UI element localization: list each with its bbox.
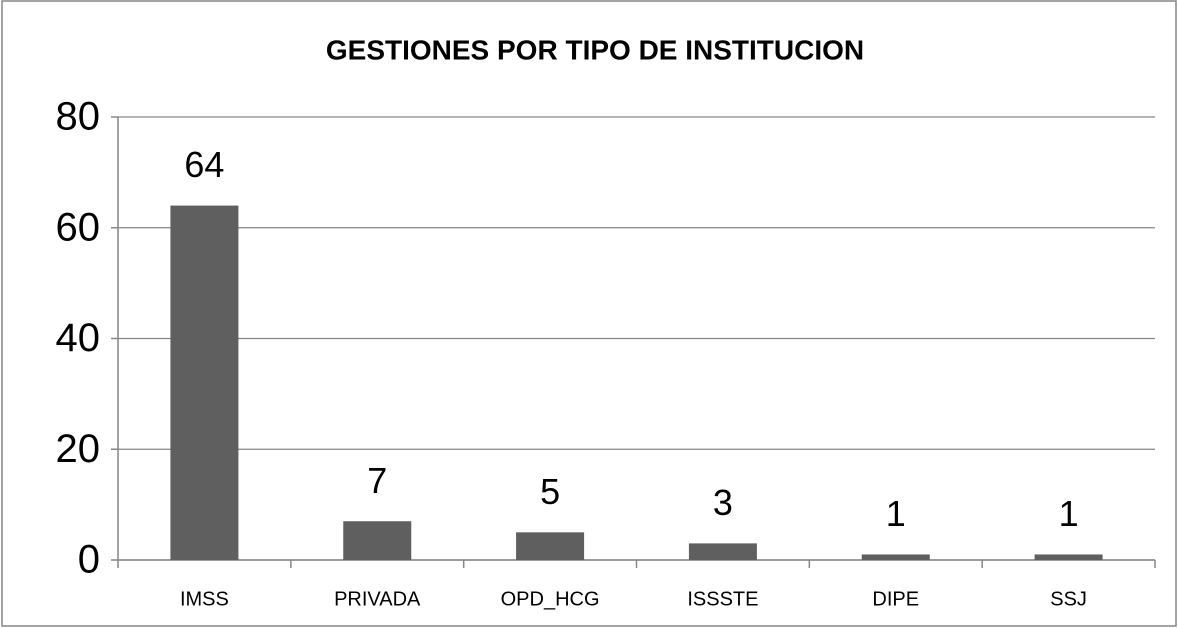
bar xyxy=(861,554,930,560)
data-label: 1 xyxy=(1059,493,1079,534)
data-label: 7 xyxy=(367,460,387,501)
data-label: 1 xyxy=(886,493,906,534)
bar xyxy=(343,521,412,560)
x-tick-label: PRIVADA xyxy=(334,588,421,610)
y-tick-label: 80 xyxy=(56,95,101,139)
bar xyxy=(688,543,757,560)
bar xyxy=(170,205,239,560)
data-label: 5 xyxy=(540,471,560,512)
y-tick-label: 40 xyxy=(56,316,101,360)
bar xyxy=(1034,554,1103,560)
y-tick-label: 0 xyxy=(78,538,100,582)
y-tick-label: 20 xyxy=(56,427,101,471)
x-tick-label: DIPE xyxy=(872,588,919,610)
x-tick-label: IMSS xyxy=(180,588,229,610)
x-tick-label: ISSSTE xyxy=(687,588,758,610)
y-tick-label: 60 xyxy=(56,205,101,249)
chart-title: GESTIONES POR TIPO DE INSTITUCION xyxy=(326,34,864,65)
data-label: 64 xyxy=(184,144,224,185)
x-tick-label: SSJ xyxy=(1050,588,1087,610)
x-tick-label: OPD_HCG xyxy=(501,588,600,610)
data-label: 3 xyxy=(713,482,733,523)
bar xyxy=(516,532,585,560)
